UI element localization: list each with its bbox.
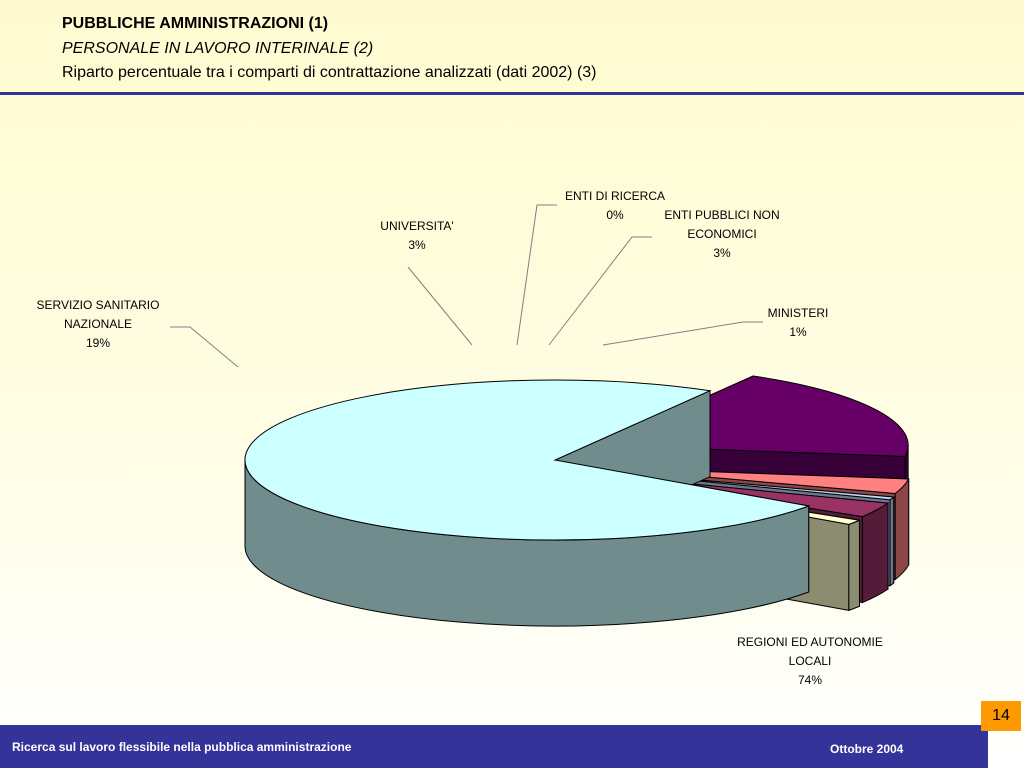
footer-bar: Ricerca sul lavoro flessibile nella pubb… xyxy=(0,725,988,768)
slide-title: PUBBLICHE AMMINISTRAZIONI (1) xyxy=(62,15,329,32)
slice-outer-wall xyxy=(861,502,889,604)
slide-subtitle: PERSONALE IN LAVORO INTERINALE (2) xyxy=(62,40,374,57)
slice-outer-wall xyxy=(848,519,860,612)
data-label-enti-di-ricerca: ENTI DI RICERCA 0% xyxy=(565,189,665,222)
pie-slices xyxy=(244,375,910,627)
slide-description: Riparto percentuale tra i comparti di co… xyxy=(62,64,597,81)
slice-outer-wall xyxy=(889,496,895,587)
leader-line-ministeri xyxy=(602,321,763,346)
data-label-regioni-ed-autonomie-locali: REGIONI ED AUTONOMIE LOCALI 74% xyxy=(737,635,883,687)
pie-slice-regioni-ed-autonomie-locali xyxy=(244,379,811,627)
data-label-ministeri: MINISTERI 1% xyxy=(768,306,829,339)
header-rule xyxy=(0,92,1024,95)
slide-header: PUBBLICHE AMMINISTRAZIONI (1) PERSONALE … xyxy=(0,0,1024,92)
footer-date: Ottobre 2004 xyxy=(830,742,904,756)
leader-line-enti-pubblici-non-economici xyxy=(548,236,652,346)
data-label-enti-pubblici-non-economici: ENTI PUBBLICI NON ECONOMICI 3% xyxy=(664,208,779,260)
data-label-servizio-sanitario-nazionale: SERVIZIO SANITARIO NAZIONALE 19% xyxy=(37,298,160,350)
leader-line-enti-di-ricerca xyxy=(516,204,557,346)
data-label-universita: UNIVERSITA' 3% xyxy=(380,219,453,252)
slice-outer-wall xyxy=(894,478,910,581)
leader-line-servizio-sanitario-nazionale xyxy=(170,326,239,368)
slice-top-face xyxy=(244,379,811,541)
leader-line-universita xyxy=(407,266,473,346)
footer-title: Ricerca sul lavoro flessibile nella pubb… xyxy=(12,740,352,754)
pie-chart: SERVIZIO SANITARIO NAZIONALE 19% UNIVERSITA… xyxy=(37,189,910,687)
page-number: 14 xyxy=(981,701,1021,731)
